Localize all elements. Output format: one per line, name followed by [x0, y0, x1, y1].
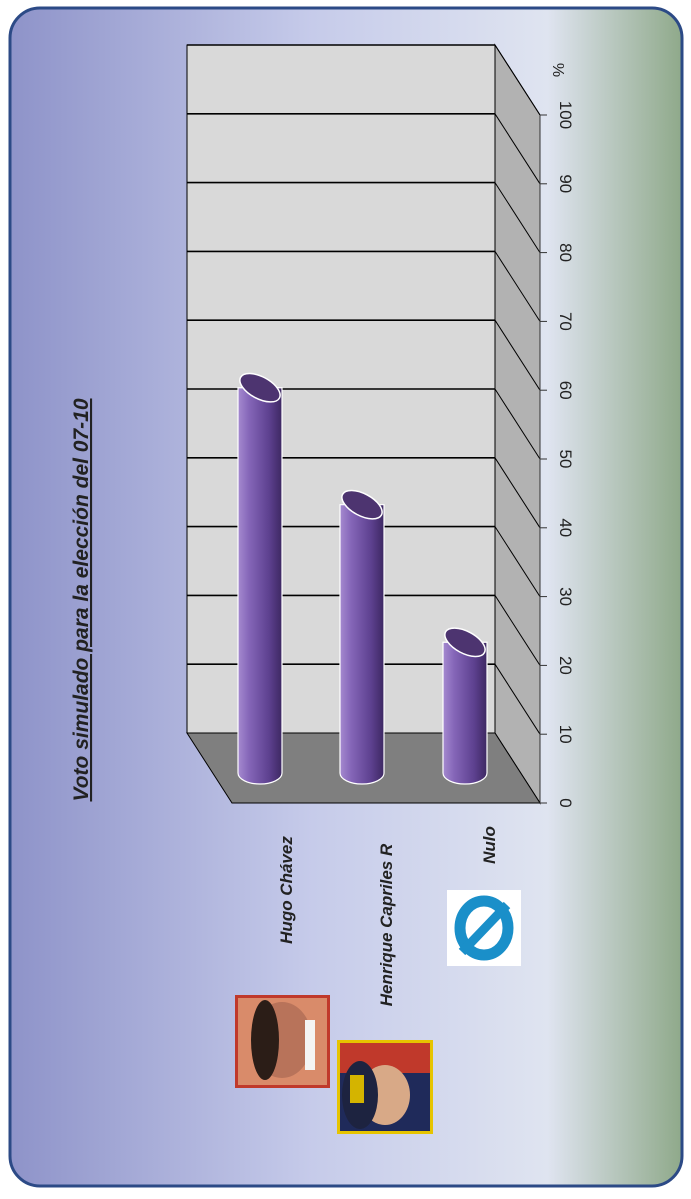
bar-top	[239, 372, 281, 403]
category-label: Henrique Capriles R	[377, 843, 396, 1006]
tick-label: 20	[556, 656, 575, 675]
tick-label: 30	[556, 587, 575, 606]
gridline-side	[494, 595, 541, 666]
gridline-side	[494, 663, 541, 735]
tick-label: 10	[556, 725, 575, 744]
bar-top	[341, 489, 383, 520]
tick-label: 80	[556, 243, 575, 262]
bar	[339, 489, 385, 785]
tick-label: 70	[556, 312, 575, 331]
chavez-photo	[235, 995, 330, 1088]
bar-body	[442, 641, 488, 785]
gridline-side	[494, 44, 541, 116]
gridline-side	[494, 319, 541, 391]
bar	[237, 372, 283, 785]
null-symbol-icon	[447, 890, 521, 966]
bars	[237, 372, 488, 785]
chart-title: Voto simulado para la elección del 07-10	[70, 398, 93, 801]
tick-label: 100	[556, 101, 575, 129]
category-label: Hugo Chávez	[277, 836, 296, 944]
tick-label: 60	[556, 381, 575, 400]
gridline-side	[494, 251, 541, 322]
gridline-side	[494, 182, 541, 253]
tick-label: 50	[556, 450, 575, 469]
capriles-photo	[337, 1040, 433, 1134]
gridline-side	[494, 113, 541, 185]
bar-body	[237, 387, 283, 785]
category-label: Nulo	[480, 826, 499, 864]
bar	[442, 627, 488, 785]
category-axis: Hugo Chávez Henrique Capriles R Nulo	[277, 826, 499, 1006]
tick-label: 0	[556, 798, 575, 807]
tick-label: 90	[556, 174, 575, 193]
gridline-side	[494, 526, 541, 597]
tick-label: 40	[556, 518, 575, 537]
value-axis: 0 10 20 30 40 50 60 70 80 90 100	[539, 101, 575, 808]
bar-top	[444, 627, 486, 658]
gridline-side	[494, 388, 541, 460]
unit-label: %	[549, 63, 566, 77]
bar-body	[339, 504, 385, 785]
gridline-side	[494, 457, 541, 529]
